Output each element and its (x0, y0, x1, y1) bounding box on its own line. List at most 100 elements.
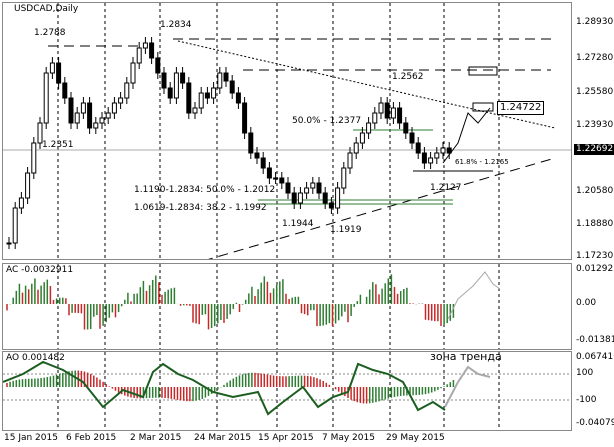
price-chart-svg (3, 3, 571, 259)
price-candle-body (242, 102, 248, 134)
price-candle-body (434, 152, 440, 159)
price-candle-body (397, 107, 403, 124)
price-candle-body (6, 242, 12, 245)
ao-title: AO 0.001482 (6, 353, 65, 363)
ao-pane[interactable] (2, 351, 572, 431)
time-axis-label: 15 Apr 2015 (258, 433, 314, 443)
price-candle-body (43, 72, 49, 124)
price-candle-body (37, 122, 43, 144)
price-candle-body (372, 112, 378, 124)
time-axis-label: 2 Mar 2015 (130, 433, 182, 443)
ac-pane[interactable] (2, 263, 572, 350)
price-candle-body (149, 42, 155, 59)
price-candle-body (353, 142, 359, 154)
low-label: 1.1944 (282, 219, 314, 229)
price-candle-body (74, 112, 80, 124)
price-candle-body (248, 132, 254, 154)
price-candle-body (18, 197, 24, 209)
price-candle-body (335, 187, 341, 209)
price-candle-body (124, 82, 130, 99)
price-candle-body (384, 102, 390, 119)
price-candle-body (211, 87, 217, 99)
price-candle-body (366, 122, 372, 134)
price-axis-label: 1.25580 (576, 87, 614, 97)
price-axis-label: 1.17230 (576, 251, 614, 261)
ao-axis-label: -100 (576, 395, 597, 405)
price-candle-body (12, 207, 18, 244)
price-axis-label: 1.18880 (576, 219, 614, 229)
price-candle-body (155, 57, 161, 74)
ac-axis-label: 0.00 (576, 298, 597, 308)
price-axis-label: 1.28930 (576, 17, 614, 27)
high-label: 1.2788 (34, 28, 66, 38)
price-axis-label: 1.20580 (576, 186, 614, 196)
price-candle-body (31, 142, 37, 174)
ao-axis-label: 0.067416 (576, 352, 614, 362)
symbol-title: USDCAD,Daily (14, 4, 79, 14)
target-price-label: 1.24722 (497, 101, 545, 115)
time-axis-label: 15 Jan 2015 (4, 433, 58, 443)
price-candle-body (409, 132, 415, 144)
price-candle-body (297, 192, 303, 204)
price-candle-body (279, 177, 285, 184)
price-candle-body (186, 82, 192, 114)
price-candle-body (204, 92, 210, 99)
fib-label: 1.1190-1.2834: 50.0% - 1.2012 (134, 185, 276, 195)
price-candle-body (304, 187, 310, 194)
price-candle-body (378, 102, 384, 114)
price-candle-body (310, 182, 316, 189)
price-axis-label: 1.23930 (576, 120, 614, 130)
price-candle-body (161, 72, 167, 89)
price-candle-body (68, 97, 74, 124)
price-candle-body (285, 182, 291, 194)
low-label: 1.2351 (42, 140, 74, 150)
ao-axis-label: 100 (576, 368, 594, 378)
price-pane[interactable] (2, 2, 572, 260)
price-candle-body (254, 152, 260, 159)
ac-axis-label: -0.013817 (576, 335, 614, 345)
price-candle-body (198, 92, 204, 109)
current-price-label: 1.22692 (574, 144, 614, 155)
price-candle-body (56, 62, 62, 84)
price-candle-body (415, 142, 421, 154)
price-candle-body (93, 122, 99, 129)
low-label: 1.2127 (430, 183, 462, 193)
price-candle-body (105, 112, 111, 119)
price-candle-body (341, 167, 347, 189)
price-candle-body (403, 122, 409, 134)
price-candle-body (118, 97, 124, 104)
low-label: 1.1919 (330, 225, 362, 235)
price-candle-body (440, 147, 446, 154)
price-candle-body (173, 72, 179, 99)
time-axis-label: 7 May 2015 (322, 433, 375, 443)
price-candle-body (217, 72, 223, 89)
price-candle-body (87, 102, 93, 129)
time-axis-label: 29 May 2015 (386, 433, 445, 443)
price-candle-body (192, 107, 198, 114)
price-candle-body (142, 42, 148, 49)
price-candle-body (260, 157, 266, 169)
ao-axis-label: -0.040794 (576, 418, 614, 428)
ac-svg (6, 264, 501, 349)
price-candle-body (49, 62, 55, 74)
price-candle-body (273, 177, 279, 180)
price-candle-body (428, 157, 434, 164)
price-axis-label: 1.27280 (576, 53, 614, 63)
price-candle-body (316, 182, 322, 194)
price-candle-body (25, 172, 31, 199)
high-label: 1.2834 (160, 20, 192, 30)
fib-label: 1.0619-1.2834: 38.2 - 1.1992 (134, 203, 267, 213)
price-candle-body (80, 102, 86, 114)
price-candles (6, 37, 452, 249)
price-candle-body (347, 152, 353, 169)
price-candle-body (62, 82, 68, 99)
ac-axis-label: 0.012922 (576, 264, 614, 274)
time-axis-label: 6 Feb 2015 (66, 433, 117, 443)
time-axis-label: 24 Mar 2015 (194, 433, 252, 443)
price-candle-body (111, 102, 117, 114)
price-candle-body (130, 62, 136, 84)
price-candle-body (99, 117, 105, 124)
price-candle-body (266, 167, 272, 179)
trend-zone-label: зона тренда (430, 350, 502, 363)
